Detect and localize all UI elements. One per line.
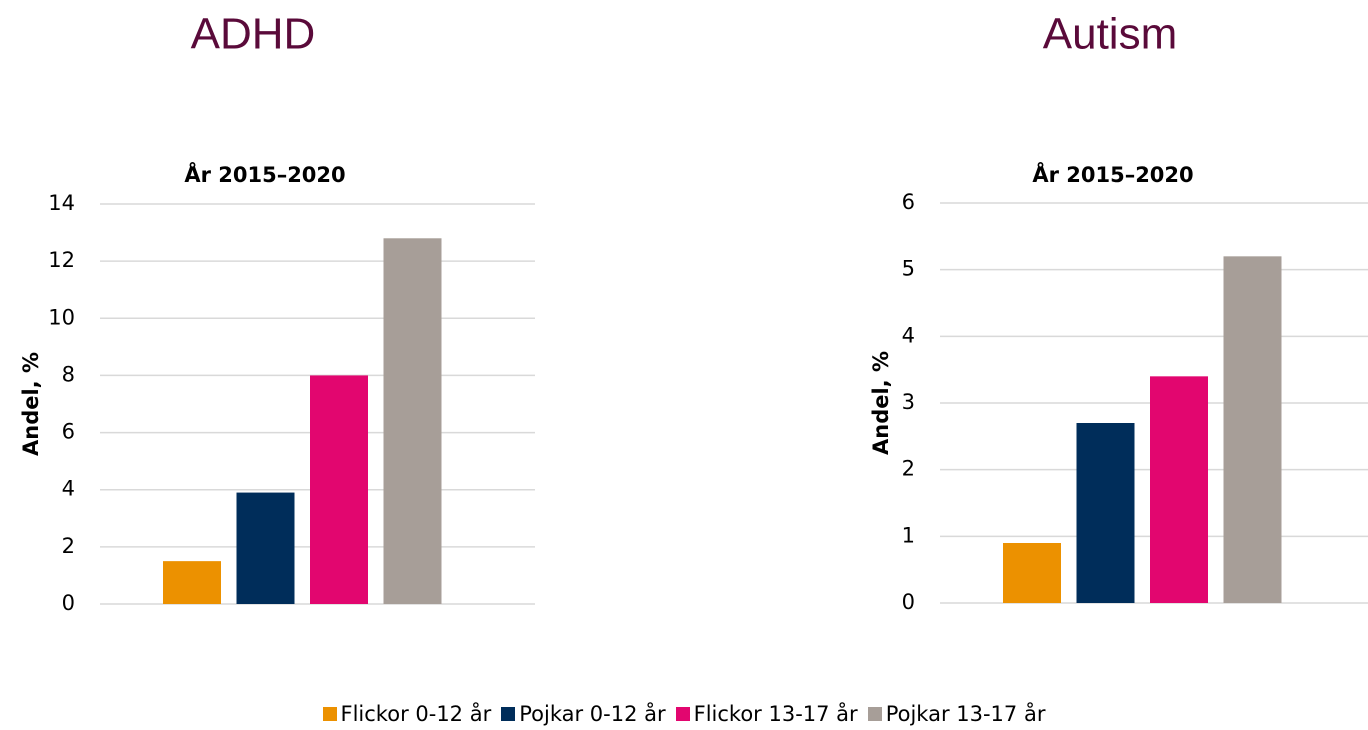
y-tick-label: 4 bbox=[62, 477, 75, 501]
bar bbox=[1223, 256, 1282, 603]
legend-label: Pojkar 0-12 år bbox=[519, 702, 666, 726]
chart-title: År 2015–2020 bbox=[1032, 162, 1193, 187]
legend-label: Pojkar 13-17 år bbox=[885, 702, 1046, 726]
bar bbox=[310, 375, 368, 604]
y-tick-label: 14 bbox=[48, 191, 75, 215]
y-tick-label: 8 bbox=[62, 362, 75, 386]
y-tick-label: 5 bbox=[902, 257, 915, 281]
y-tick-label: 12 bbox=[48, 248, 75, 272]
bar bbox=[383, 238, 442, 605]
legend-item: Flickor 0-12 år bbox=[322, 702, 492, 726]
legend-swatch bbox=[501, 707, 516, 721]
y-tick-label: 3 bbox=[902, 390, 915, 414]
y-axis-label: Andel, % bbox=[869, 351, 893, 455]
legend-swatch bbox=[322, 707, 337, 721]
y-axis-label: Andel, % bbox=[19, 352, 43, 456]
chart-title: År 2015–2020 bbox=[184, 162, 345, 187]
bar bbox=[236, 492, 295, 604]
y-tick-label: 2 bbox=[902, 457, 915, 481]
legend-label: Flickor 13-17 år bbox=[693, 702, 858, 726]
legend-item: Pojkar 13-17 år bbox=[867, 702, 1046, 726]
legend-swatch bbox=[867, 707, 882, 721]
y-tick-label: 0 bbox=[902, 590, 915, 614]
legend-item: Pojkar 0-12 år bbox=[501, 702, 666, 726]
legend-label: Flickor 0-12 år bbox=[340, 702, 492, 726]
chart-heading: ADHD bbox=[191, 10, 316, 59]
y-tick-label: 1 bbox=[902, 523, 915, 547]
bar bbox=[1003, 543, 1061, 603]
y-tick-label: 2 bbox=[62, 534, 75, 558]
bar bbox=[1150, 376, 1208, 603]
legend-item: Flickor 13-17 år bbox=[675, 702, 858, 726]
y-tick-label: 4 bbox=[902, 323, 915, 347]
legend: Flickor 0-12 år Pojkar 0-12 år Flickor 13-… bbox=[0, 702, 1368, 726]
bar bbox=[1076, 423, 1135, 603]
legend-swatch bbox=[675, 707, 690, 721]
y-tick-label: 6 bbox=[902, 190, 915, 214]
y-tick-label: 6 bbox=[62, 420, 75, 444]
chart-heading: Autism bbox=[1043, 10, 1177, 59]
y-tick-label: 0 bbox=[62, 591, 75, 615]
bar bbox=[163, 561, 221, 604]
y-tick-label: 10 bbox=[48, 305, 75, 329]
